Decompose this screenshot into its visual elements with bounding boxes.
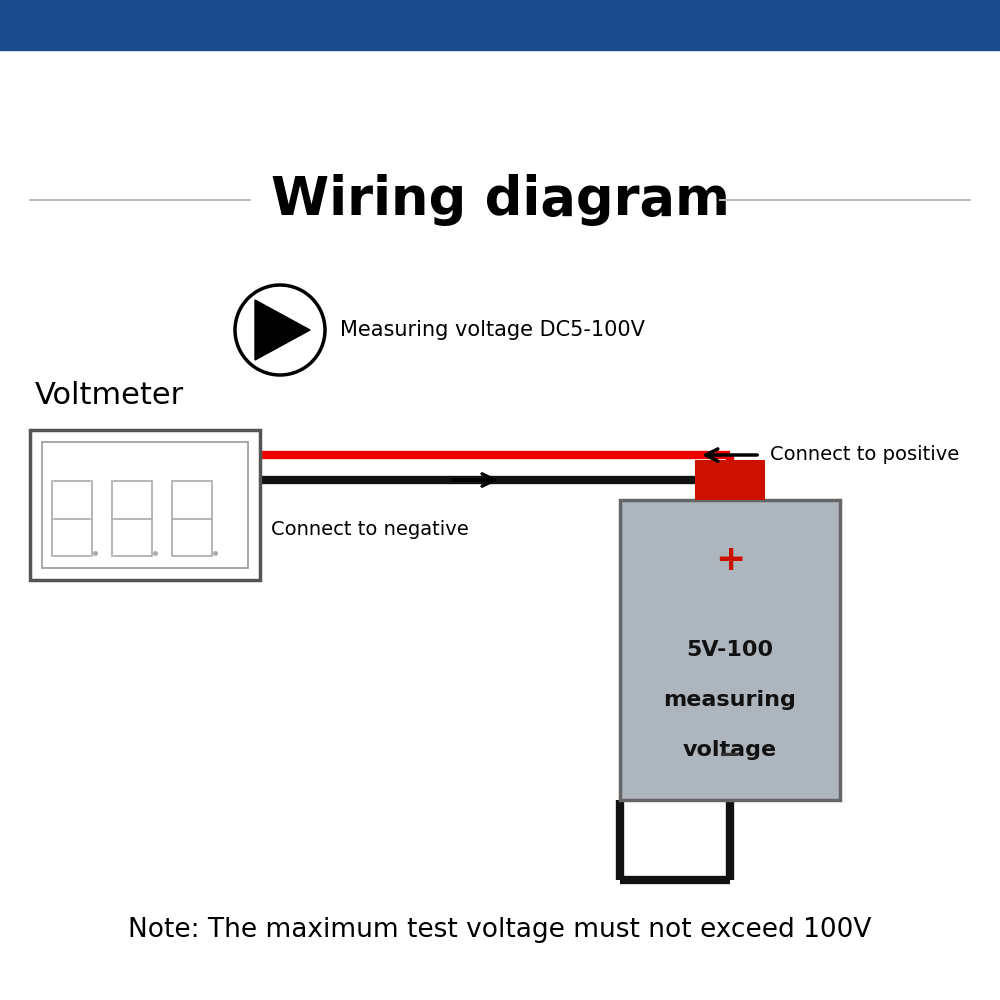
Text: Wiring diagram: Wiring diagram: [271, 174, 729, 226]
Text: Connect to negative: Connect to negative: [271, 520, 469, 539]
Text: Measuring voltage DC5-100V: Measuring voltage DC5-100V: [340, 320, 645, 340]
Text: +: +: [715, 543, 745, 577]
Polygon shape: [255, 300, 310, 360]
Text: −: −: [718, 741, 742, 769]
Text: Voltmeter: Voltmeter: [35, 381, 184, 410]
Text: measuring: measuring: [664, 690, 796, 710]
Text: voltage: voltage: [683, 740, 777, 760]
Bar: [695, 460, 765, 500]
Text: Note: The maximum test voltage must not exceed 100V: Note: The maximum test voltage must not …: [128, 917, 872, 943]
Text: 5V-100: 5V-100: [686, 640, 774, 660]
Bar: [620, 500, 840, 800]
Bar: [0, 0, 1000, 50]
Bar: [42, 442, 248, 568]
Text: Connect to positive: Connect to positive: [770, 446, 959, 464]
Bar: [30, 430, 260, 580]
